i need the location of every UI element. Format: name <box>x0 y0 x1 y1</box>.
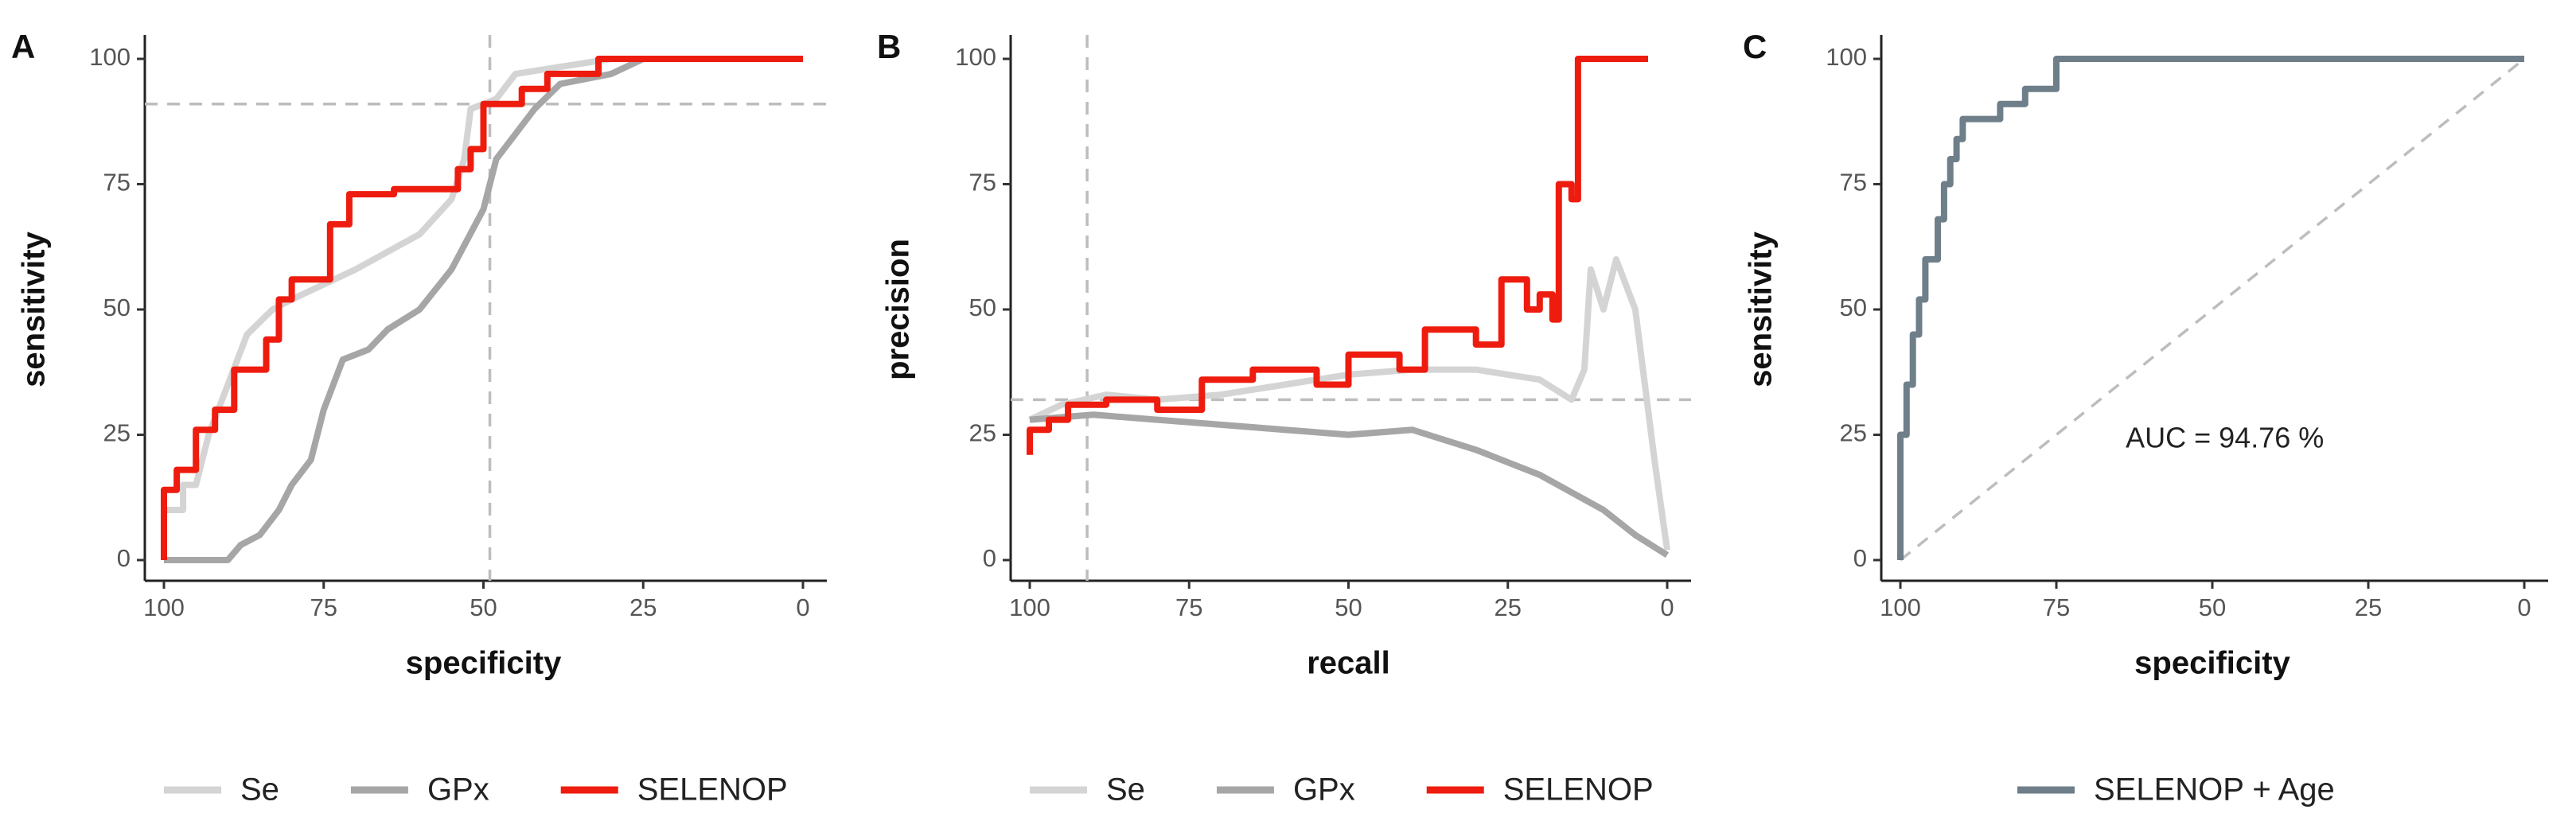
x-tick-label: 75 <box>2043 593 2070 621</box>
legend-label: GPx <box>427 772 489 807</box>
series-line <box>1029 411 1670 558</box>
x-tick-label: 25 <box>2355 593 2382 621</box>
x-tick-label: 25 <box>629 593 657 621</box>
y-tick-label: 25 <box>969 419 996 447</box>
x-tick-label: 50 <box>470 593 497 621</box>
series-line <box>1897 56 2524 560</box>
y-tick-label: 50 <box>103 294 131 321</box>
y-axis-title: sensitivity <box>1744 231 1779 387</box>
y-tick-label: 100 <box>955 43 996 71</box>
x-tick-label: 0 <box>1660 593 1674 621</box>
y-tick-label: 0 <box>1853 544 1867 572</box>
series-line <box>1028 256 1670 551</box>
series-line <box>161 56 803 560</box>
y-tick-label: 50 <box>1840 294 1867 321</box>
y-tick-label: 25 <box>103 419 131 447</box>
legend-label: Se <box>240 772 279 807</box>
y-tick-label: 0 <box>983 544 996 572</box>
legend-label: SELENOP <box>1503 772 1654 807</box>
y-tick-label: 50 <box>969 294 996 321</box>
y-tick-label: 75 <box>103 169 131 197</box>
x-tick-label: 100 <box>1880 593 1921 621</box>
series-line <box>164 56 803 563</box>
y-tick-label: 25 <box>1840 419 1867 447</box>
x-tick-label: 0 <box>796 593 809 621</box>
panel-label: C <box>1743 28 1767 65</box>
reference-diagonal <box>1899 57 2526 562</box>
x-tick-label: 0 <box>2517 593 2531 621</box>
panel-label: A <box>11 28 35 65</box>
x-axis-title: specificity <box>406 646 562 681</box>
legend-label: Se <box>1106 772 1145 807</box>
panel-label: B <box>877 28 901 65</box>
legend-label: SELENOP + Age <box>2094 772 2335 807</box>
x-tick-label: 100 <box>143 593 185 621</box>
x-axis-title: recall <box>1307 646 1390 681</box>
x-tick-label: 100 <box>1009 593 1050 621</box>
y-tick-label: 100 <box>89 43 131 71</box>
legend-label: GPx <box>1293 772 1355 807</box>
y-tick-label: 75 <box>969 169 996 197</box>
x-tick-label: 50 <box>1335 593 1362 621</box>
legend-label: SELENOP <box>637 772 788 807</box>
y-tick-label: 0 <box>117 544 131 572</box>
x-tick-label: 25 <box>1495 593 1522 621</box>
x-axis-title: specificity <box>2134 646 2290 681</box>
series-line <box>1027 56 1648 455</box>
x-tick-label: 50 <box>2199 593 2226 621</box>
x-tick-label: 75 <box>1175 593 1202 621</box>
y-tick-label: 100 <box>1826 43 1867 71</box>
x-tick-label: 75 <box>310 593 337 621</box>
y-axis-title: precision <box>881 239 916 380</box>
y-tick-label: 75 <box>1840 169 1867 197</box>
series-line <box>161 56 803 560</box>
annotation: AUC = 94.76 % <box>2126 421 2324 453</box>
y-axis-title: sensitivity <box>17 231 52 387</box>
